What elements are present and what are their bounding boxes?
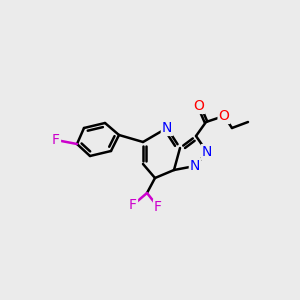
Text: F: F xyxy=(154,200,162,214)
Text: O: O xyxy=(219,109,230,123)
Text: N: N xyxy=(190,159,200,173)
Text: F: F xyxy=(52,133,60,147)
Text: N: N xyxy=(202,145,212,159)
Text: N: N xyxy=(162,121,172,135)
Text: F: F xyxy=(129,198,137,212)
Text: O: O xyxy=(194,99,204,113)
